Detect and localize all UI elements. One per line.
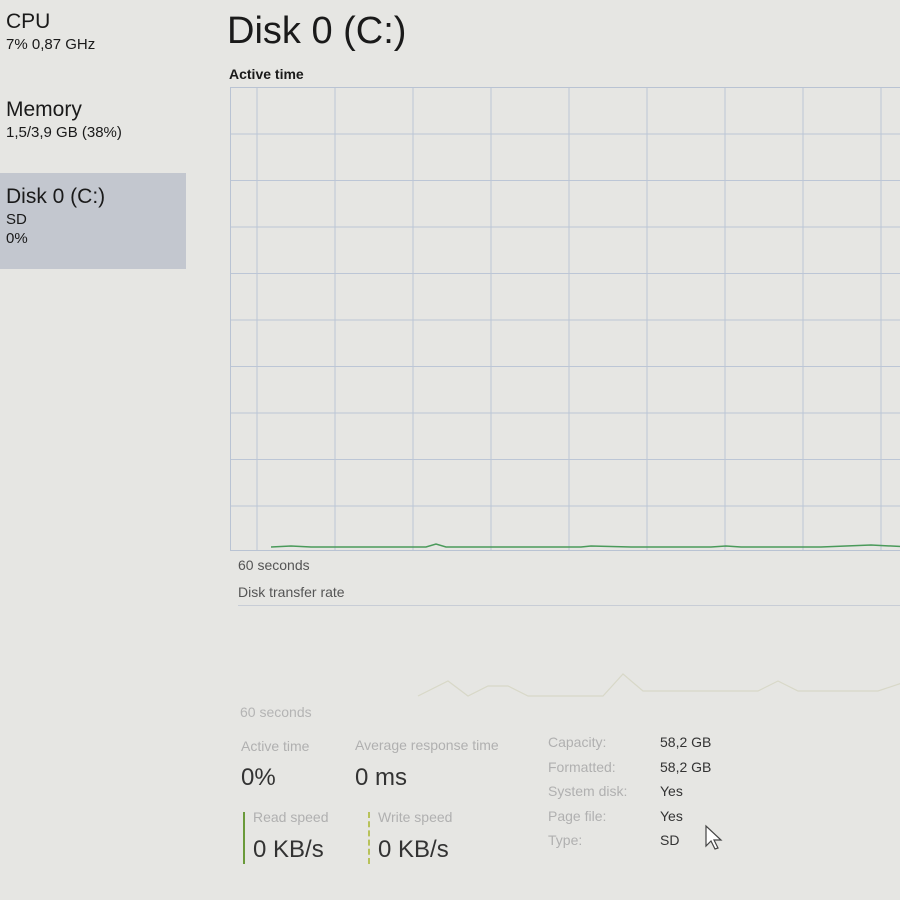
property-value: SD [660, 832, 680, 848]
property-label: Page file: [548, 807, 607, 824]
active-time-stat-value: 0% [241, 764, 276, 791]
item-sub: SD [6, 211, 27, 228]
sidebar-item-cpu[interactable]: CPU 7% 0,87 GHz [0, 10, 186, 53]
active-time-axis: 60 seconds [238, 557, 310, 573]
property-value: Yes [660, 807, 683, 824]
item-sub: 1,5/3,9 GB (38%) [6, 124, 122, 141]
item-title: CPU [6, 10, 51, 33]
transfer-rate-line [417, 673, 900, 697]
active-time-chart [230, 87, 900, 551]
transfer-axis: 60 seconds [240, 704, 312, 720]
active-time-line [270, 543, 900, 548]
transfer-chart [238, 605, 900, 697]
property-value: 58,2 GB [660, 734, 712, 750]
sidebar-item-disk0[interactable]: Disk 0 (C:) SD 0% [0, 173, 186, 269]
read-speed-value: 0 KB/s [253, 836, 324, 863]
property-label: Type: [548, 832, 583, 848]
property-value: 58,2 GB [660, 758, 712, 775]
transfer-label: Disk transfer rate [238, 584, 345, 600]
property-label: System disk: [548, 783, 628, 799]
item-title: Memory [6, 98, 82, 121]
page-title: Disk 0 (C:) [227, 10, 407, 52]
write-speed-value: 0 KB/s [378, 836, 449, 863]
response-stat-label: Average response time [355, 737, 499, 753]
property-label: Formatted: [548, 758, 616, 775]
sidebar-item-memory[interactable]: Memory 1,5/3,9 GB (38%) [0, 98, 186, 141]
write-speed-indicator [368, 812, 370, 864]
active-time-label: Active time [229, 66, 304, 82]
response-stat-value: 0 ms [355, 764, 408, 791]
item-sub: 7% 0,87 GHz [6, 36, 96, 53]
read-speed-label: Read speed [253, 809, 329, 825]
item-title: Disk 0 (C:) [6, 185, 106, 208]
write-speed-label: Write speed [378, 809, 453, 825]
property-value: Yes [660, 783, 683, 799]
active-time-stat-label: Active time [241, 738, 310, 754]
mouse-cursor-icon [705, 824, 723, 850]
read-speed-indicator [243, 812, 245, 864]
property-label: Capacity: [548, 734, 607, 750]
item-sub2: 0% [6, 230, 28, 247]
